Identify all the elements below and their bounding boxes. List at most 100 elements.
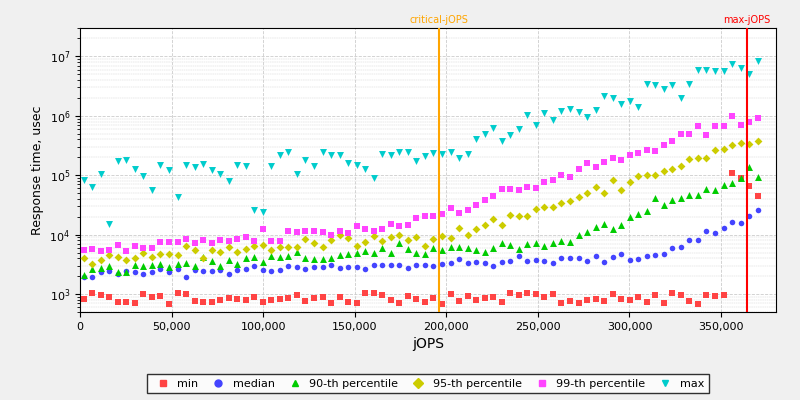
99-th percentile xyxy=(418,212,431,219)
95-th percentile xyxy=(614,187,627,193)
median xyxy=(691,237,704,243)
median xyxy=(78,274,90,280)
95-th percentile xyxy=(640,172,653,178)
median xyxy=(726,219,738,225)
max xyxy=(410,158,423,164)
median xyxy=(410,262,423,268)
min xyxy=(436,300,449,307)
90-th percentile xyxy=(265,253,278,259)
90-th percentile xyxy=(640,208,653,215)
99-th percentile xyxy=(274,238,286,244)
min xyxy=(257,299,270,305)
median xyxy=(94,269,107,276)
90-th percentile xyxy=(162,264,175,270)
99-th percentile xyxy=(709,123,722,129)
min xyxy=(717,292,730,299)
90-th percentile xyxy=(478,248,491,255)
95-th percentile xyxy=(171,252,184,258)
max xyxy=(734,65,747,71)
99-th percentile xyxy=(521,184,534,190)
95-th percentile xyxy=(86,261,98,267)
median xyxy=(555,254,568,261)
90-th percentile xyxy=(171,261,184,267)
max xyxy=(700,66,713,73)
99-th percentile xyxy=(231,236,244,242)
max xyxy=(299,157,312,163)
median xyxy=(589,253,602,259)
median xyxy=(120,268,133,274)
95-th percentile xyxy=(350,242,363,249)
max xyxy=(290,171,303,177)
95-th percentile xyxy=(512,212,525,219)
median xyxy=(376,262,389,268)
min xyxy=(572,300,585,307)
max xyxy=(334,151,346,158)
min xyxy=(94,292,107,299)
max xyxy=(239,163,252,170)
max xyxy=(418,153,431,159)
median xyxy=(359,266,372,272)
99-th percentile xyxy=(350,222,363,229)
min xyxy=(103,294,116,300)
99-th percentile xyxy=(598,159,610,165)
min xyxy=(316,294,329,300)
max xyxy=(742,71,755,78)
min xyxy=(359,290,372,296)
95-th percentile xyxy=(197,254,210,261)
min xyxy=(282,295,295,302)
95-th percentile xyxy=(120,257,133,263)
median xyxy=(751,206,764,213)
min xyxy=(614,296,627,303)
90-th percentile xyxy=(290,249,303,255)
median xyxy=(538,258,550,264)
90-th percentile xyxy=(206,258,218,264)
max xyxy=(504,132,517,138)
min xyxy=(385,297,398,303)
median xyxy=(632,256,645,262)
min xyxy=(598,297,610,304)
min xyxy=(78,296,90,302)
max xyxy=(649,82,662,88)
min xyxy=(427,295,440,301)
95-th percentile xyxy=(461,232,474,238)
99-th percentile xyxy=(478,197,491,204)
min xyxy=(606,291,619,298)
min xyxy=(538,294,550,300)
max xyxy=(325,151,338,158)
95-th percentile xyxy=(726,142,738,148)
95-th percentile xyxy=(700,155,713,161)
median xyxy=(308,263,321,270)
90-th percentile xyxy=(274,254,286,260)
90-th percentile xyxy=(717,182,730,188)
99-th percentile xyxy=(530,185,542,192)
99-th percentile xyxy=(334,228,346,234)
90-th percentile xyxy=(734,174,747,181)
median xyxy=(162,269,175,275)
min xyxy=(350,300,363,306)
median xyxy=(316,264,329,270)
max xyxy=(402,148,414,155)
max xyxy=(197,161,210,168)
99-th percentile xyxy=(546,177,559,184)
95-th percentile xyxy=(436,232,449,239)
90-th percentile xyxy=(427,245,440,252)
median xyxy=(402,264,414,271)
99-th percentile xyxy=(444,205,457,212)
median xyxy=(248,263,261,270)
99-th percentile xyxy=(734,121,747,128)
99-th percentile xyxy=(137,245,150,252)
min xyxy=(734,175,747,181)
90-th percentile xyxy=(367,250,380,256)
95-th percentile xyxy=(248,243,261,250)
max xyxy=(589,107,602,113)
95-th percentile xyxy=(325,236,338,243)
max xyxy=(129,166,142,172)
90-th percentile xyxy=(572,232,585,238)
90-th percentile xyxy=(86,266,98,272)
90-th percentile xyxy=(666,197,678,204)
90-th percentile xyxy=(674,194,687,201)
95-th percentile xyxy=(222,244,235,250)
max xyxy=(691,67,704,73)
Y-axis label: Response time, usec: Response time, usec xyxy=(31,105,44,235)
median xyxy=(530,257,542,263)
